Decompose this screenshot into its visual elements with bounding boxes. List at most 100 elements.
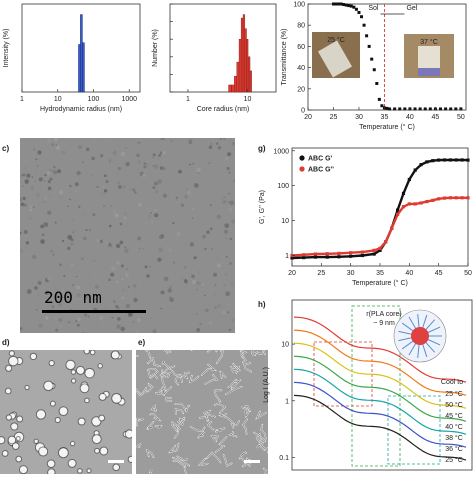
series-1-point-18 [437, 197, 440, 200]
particle [20, 466, 27, 473]
tem-grain [133, 284, 137, 288]
particle [39, 447, 47, 455]
particle [87, 469, 90, 472]
tem-grain [120, 223, 123, 226]
series-1-point-3 [326, 252, 329, 255]
tem-grain [198, 282, 202, 286]
tem-grain [47, 211, 51, 215]
panel-label-e: e) [138, 338, 145, 347]
particle [6, 389, 11, 394]
tem-grain [225, 274, 227, 276]
inset-label: r(PLA core) [366, 311, 401, 318]
tem-grain [26, 241, 29, 244]
bar-1 [80, 15, 82, 92]
tem-grain [222, 311, 225, 314]
tem-grain [39, 177, 43, 181]
tem-grain [204, 295, 206, 297]
series-0-point-1 [302, 256, 305, 259]
tem-grain [89, 229, 91, 231]
tem-grain [124, 195, 125, 196]
tem-grain [112, 150, 114, 152]
tem-grain [74, 157, 75, 158]
tem-grain [113, 300, 116, 303]
series-1-point-15 [419, 201, 422, 204]
data-point-33 [444, 107, 447, 110]
tem-grain [190, 281, 191, 282]
particle [100, 394, 106, 400]
tem-grain [134, 301, 136, 303]
tem-grain [31, 278, 33, 280]
particle [99, 416, 104, 421]
tem-grain [230, 281, 234, 285]
tem-grain [73, 231, 74, 232]
x-axis-label: Temperature (° C) [359, 123, 415, 131]
series-0-point-22 [461, 158, 464, 161]
tem-grain [109, 243, 111, 245]
tem-grain [21, 175, 22, 176]
series-0-point-13 [408, 178, 411, 181]
x-tick-label: 10 [54, 96, 62, 103]
tem-grain [196, 313, 198, 315]
series-0-point-16 [425, 160, 428, 163]
tem-grain [154, 164, 158, 168]
tem-grain [38, 323, 42, 327]
tem-grain [40, 239, 45, 244]
tem-grain [59, 264, 61, 266]
tem-grain [230, 201, 235, 206]
tem-grain [72, 284, 74, 286]
tem-grain [152, 186, 155, 189]
tem-grain [136, 142, 138, 144]
panel-label-d: d) [2, 338, 10, 347]
tem-grain [96, 186, 98, 188]
tem-grain [24, 246, 28, 250]
tem-grain [204, 248, 206, 250]
tem-grain [102, 186, 104, 188]
tem-grain [131, 181, 133, 183]
tem-grain [229, 172, 231, 174]
worm-strand [208, 350, 221, 352]
tem-grain [190, 272, 192, 274]
particle [60, 407, 68, 415]
tem-grain [227, 257, 230, 260]
tem-grain [160, 307, 162, 309]
legend-label-1: ABC G'' [308, 167, 334, 174]
tem-grain [169, 248, 172, 251]
tem-grain [37, 165, 39, 167]
data-point-30 [429, 107, 432, 110]
tem-grain [172, 269, 173, 270]
tem-grain [158, 154, 161, 157]
tem-grain [137, 160, 140, 163]
particle [11, 423, 17, 429]
y-tick-label: 100 [293, 2, 305, 9]
x-tick-label: 45 [432, 114, 440, 121]
tem-grain [152, 157, 154, 159]
tem-grain [232, 319, 235, 322]
tem-grain [28, 217, 32, 221]
x-tick-label: 1 [186, 96, 190, 103]
series-1-point-4 [337, 252, 340, 255]
tem-grain [202, 234, 206, 238]
series-1-point-13 [408, 202, 411, 205]
tem-grain [67, 247, 70, 250]
x-tick-label: 25 [330, 114, 338, 121]
series-1-point-9 [384, 240, 387, 243]
data-point-25 [403, 107, 406, 110]
legend-label-3: 40 °C [445, 423, 463, 431]
tem-grain [48, 194, 52, 198]
tem-grain [146, 217, 148, 219]
tem-grain [192, 208, 194, 210]
series-0-point-5 [349, 255, 352, 258]
tem-grain [101, 191, 105, 195]
tem-grain [172, 222, 174, 224]
tem-grain [233, 180, 235, 183]
series-0-point-3 [326, 255, 329, 258]
particle [51, 402, 55, 406]
series-0-point-23 [466, 159, 469, 162]
tem-grain [125, 162, 129, 166]
y-tick-label: 60 [297, 44, 305, 51]
bar-0 [229, 85, 232, 92]
tem-grain [153, 154, 156, 157]
inset-value: ~ 9 nm [373, 320, 395, 327]
tem-grain [34, 180, 36, 182]
